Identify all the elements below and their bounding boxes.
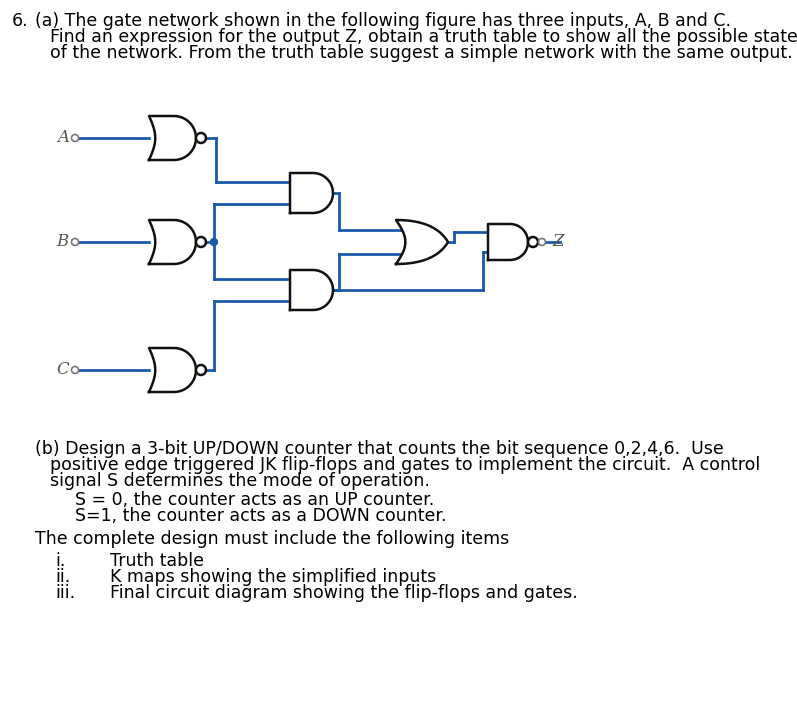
Circle shape: [72, 366, 78, 373]
Circle shape: [196, 133, 206, 143]
Text: Find an expression for the output Z, obtain a truth table to show all the possib: Find an expression for the output Z, obt…: [50, 28, 797, 46]
Text: i.: i.: [55, 552, 65, 570]
Circle shape: [528, 237, 538, 247]
Text: signal S determines the mode of operation.: signal S determines the mode of operatio…: [50, 472, 430, 490]
Text: (a) The gate network shown in the following figure has three inputs, A, B and C.: (a) The gate network shown in the follow…: [35, 12, 731, 30]
Text: K maps showing the simplified inputs: K maps showing the simplified inputs: [110, 568, 436, 586]
Circle shape: [72, 239, 78, 245]
Circle shape: [196, 365, 206, 375]
Text: of the network. From the truth table suggest a simple network with the same outp: of the network. From the truth table sug…: [50, 44, 793, 62]
Text: A: A: [57, 130, 69, 146]
Text: Truth table: Truth table: [110, 552, 204, 570]
Circle shape: [196, 237, 206, 247]
Circle shape: [539, 239, 545, 245]
Text: B: B: [57, 234, 69, 250]
Text: Z: Z: [552, 234, 563, 250]
Polygon shape: [290, 270, 333, 310]
Circle shape: [72, 135, 78, 141]
Text: Final circuit diagram showing the flip-flops and gates.: Final circuit diagram showing the flip-f…: [110, 584, 578, 602]
Polygon shape: [149, 220, 196, 264]
Polygon shape: [149, 116, 196, 160]
Polygon shape: [396, 220, 448, 264]
Polygon shape: [488, 224, 528, 260]
Text: S=1, the counter acts as a DOWN counter.: S=1, the counter acts as a DOWN counter.: [75, 507, 446, 525]
Text: iii.: iii.: [55, 584, 75, 602]
Text: positive edge triggered JK flip-flops and gates to implement the circuit.  A con: positive edge triggered JK flip-flops an…: [50, 456, 760, 474]
Text: C: C: [57, 362, 69, 379]
Text: The complete design must include the following items: The complete design must include the fol…: [35, 529, 509, 547]
Text: S = 0, the counter acts as an UP counter.: S = 0, the counter acts as an UP counter…: [75, 491, 434, 509]
Text: 6.: 6.: [12, 12, 29, 30]
Circle shape: [210, 239, 218, 245]
Text: ii.: ii.: [55, 568, 70, 586]
Text: (b) Design a 3-bit UP/DOWN counter that counts the bit sequence 0,2,4,6.  Use: (b) Design a 3-bit UP/DOWN counter that …: [35, 440, 724, 458]
Polygon shape: [149, 348, 196, 392]
Polygon shape: [290, 173, 333, 213]
